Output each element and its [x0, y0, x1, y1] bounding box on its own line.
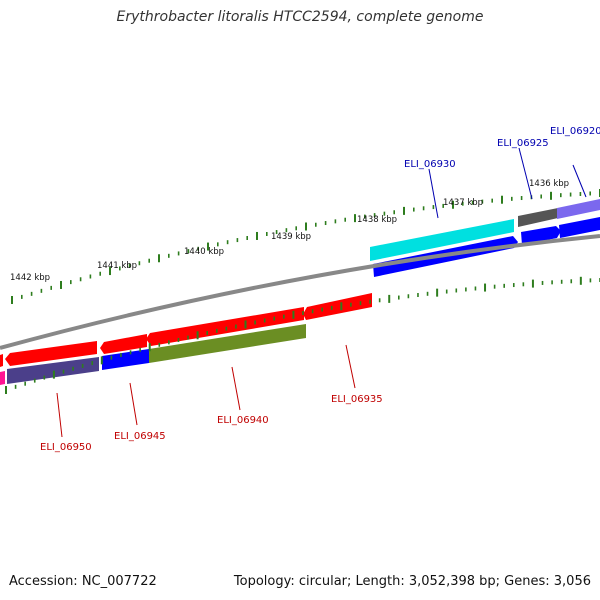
- cds-reverse-partial[interactable]: [0, 354, 3, 367]
- genome-summary-text: Topology: circular; Length: 3,052,398 bp…: [233, 574, 591, 589]
- cds-reverse-eli-06940[interactable]: [146, 307, 304, 346]
- scale-label-1436: 1436 kbp: [529, 179, 569, 189]
- feature-blue-reverse[interactable]: [102, 349, 149, 370]
- leader-eli-06925: [518, 147, 533, 200]
- feature-slate-reverse[interactable]: [7, 357, 99, 384]
- scale-label-1439: 1439 kbp: [271, 232, 311, 242]
- genome-backbone: [0, 234, 600, 350]
- gene-label-eli-06925[interactable]: ELI_06925: [497, 138, 549, 149]
- cds-reverse-eli-06935[interactable]: [303, 293, 372, 320]
- gene-label-eli-06935[interactable]: ELI_06935: [331, 394, 383, 405]
- scale-label-1441: 1441 kbp: [97, 261, 137, 271]
- feature-olive-reverse[interactable]: [149, 324, 306, 363]
- leader-eli-06930: [428, 168, 439, 219]
- gene-label-eli-06920[interactable]: ELI_06920: [550, 126, 600, 137]
- cds-reverse-eli-06950[interactable]: [5, 341, 97, 366]
- feature-magenta-reverse[interactable]: [0, 371, 5, 385]
- gene-label-eli-06940[interactable]: ELI_06940: [217, 415, 269, 426]
- leader-eli-06945: [129, 382, 138, 426]
- gene-label-eli-06950[interactable]: ELI_06950: [40, 442, 92, 453]
- genome-title: Erythrobacter litoralis HTCC2594, comple…: [116, 9, 484, 25]
- outer-tick-row: [11, 189, 600, 304]
- gene-label-eli-06945[interactable]: ELI_06945: [114, 431, 166, 442]
- cds-forward-eli-06920[interactable]: [559, 217, 600, 238]
- scale-label-1438: 1438 kbp: [357, 215, 397, 225]
- feature-lavender-forward[interactable]: [557, 199, 600, 219]
- feature-grey-forward[interactable]: [518, 208, 558, 227]
- leader-eli-06940: [231, 366, 241, 411]
- accession-text: Accession: NC_007722: [9, 574, 157, 589]
- scale-label-1440: 1440 kbp: [184, 247, 224, 257]
- leader-eli-06950: [56, 392, 63, 438]
- scale-label-1437: 1437 kbp: [443, 198, 483, 208]
- inner-tick-row: [5, 276, 600, 394]
- leader-eli-06920: [572, 164, 587, 198]
- cds-reverse-eli-06945[interactable]: [100, 334, 147, 354]
- gene-label-eli-06930[interactable]: ELI_06930: [404, 159, 456, 170]
- cds-forward-eli-06925[interactable]: [521, 226, 561, 245]
- leader-eli-06935: [345, 344, 356, 389]
- scale-label-1442: 1442 kbp: [10, 273, 50, 283]
- feature-cyan-forward[interactable]: [370, 219, 514, 261]
